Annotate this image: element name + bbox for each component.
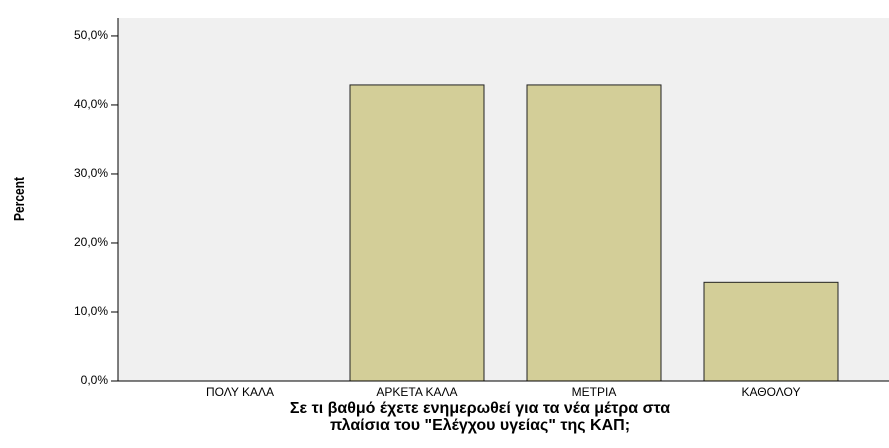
y-tick-label: 20,0% xyxy=(74,235,108,249)
x-tick-label: ΜΕΤΡΙΑ xyxy=(572,385,617,399)
bar xyxy=(703,281,839,382)
y-tick-label: 10,0% xyxy=(74,304,108,318)
x-tick-label: ΠΟΛΥ ΚΑΛΑ xyxy=(206,385,274,399)
y-axis-title: Percent xyxy=(11,177,28,221)
x-axis-title: πλαίσια του "Ελέγχου υγείας" της ΚΑΠ; xyxy=(330,417,630,434)
y-tick-label: 0,0% xyxy=(81,373,109,387)
y-tick-label: 30,0% xyxy=(74,166,108,180)
x-tick-label: ΚΑΘΟΛΟΥ xyxy=(742,385,801,399)
x-tick-label: ΑΡΚΕΤΑ ΚΑΛΑ xyxy=(376,385,457,399)
bar xyxy=(526,84,662,382)
bar xyxy=(349,84,485,382)
y-tick-label: 40,0% xyxy=(74,97,108,111)
y-tick-label: 50,0% xyxy=(74,28,108,42)
x-axis-title: Σε τι βαθμό έχετε ενημερωθεί για τα νέα … xyxy=(290,400,670,417)
